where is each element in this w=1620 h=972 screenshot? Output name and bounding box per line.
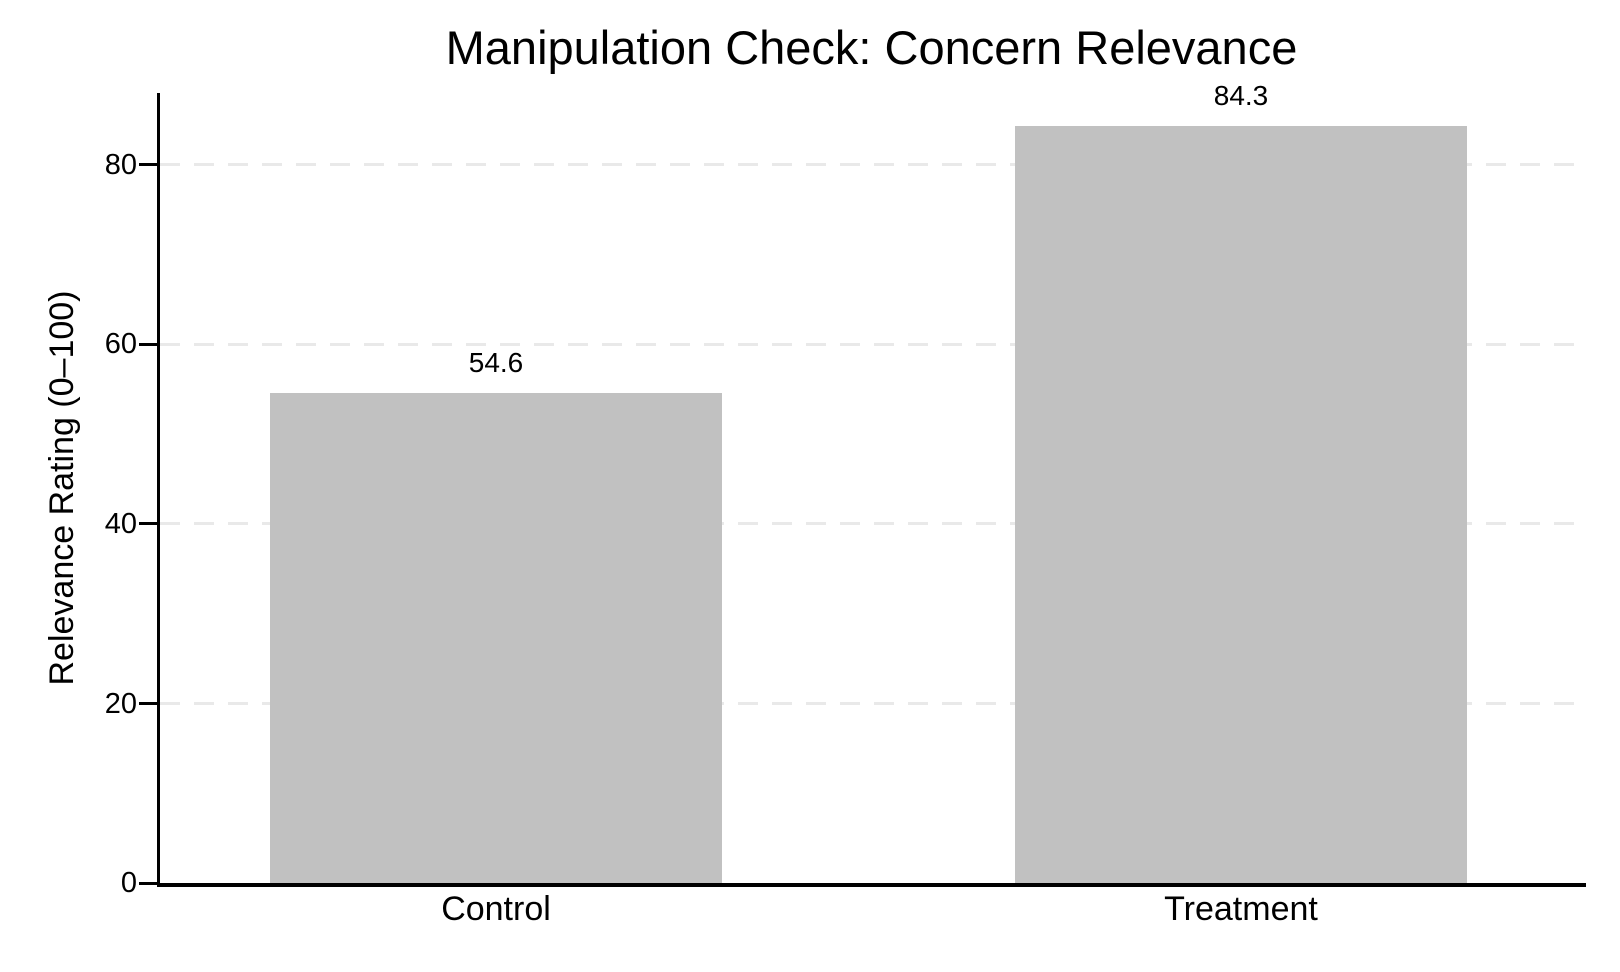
y-tick xyxy=(139,881,157,885)
bar xyxy=(270,392,722,883)
y-tick-label: 40 xyxy=(104,507,137,540)
bar-value-label: 84.3 xyxy=(1213,80,1269,112)
y-tick-label: 0 xyxy=(120,867,137,899)
chart-title: Manipulation Check: Concern Relevance xyxy=(445,21,1298,74)
y-tick xyxy=(139,522,157,526)
gridline xyxy=(160,522,1586,526)
x-tick-label: Control xyxy=(441,890,551,928)
gridline xyxy=(160,702,1586,705)
bar xyxy=(1015,126,1467,883)
y-tick xyxy=(139,163,157,167)
y-tick-label: 80 xyxy=(104,148,137,181)
gridline xyxy=(160,342,1586,346)
y-tick xyxy=(139,702,157,705)
bar-value-label: 54.6 xyxy=(468,346,524,378)
y-tick xyxy=(139,342,157,346)
gridline xyxy=(160,163,1586,167)
y-tick-label: 20 xyxy=(104,687,137,720)
y-tick-label: 60 xyxy=(104,328,137,361)
x-tick-label: Treatment xyxy=(1164,890,1318,928)
y-axis-line xyxy=(157,93,160,887)
x-axis-line xyxy=(157,883,1586,887)
